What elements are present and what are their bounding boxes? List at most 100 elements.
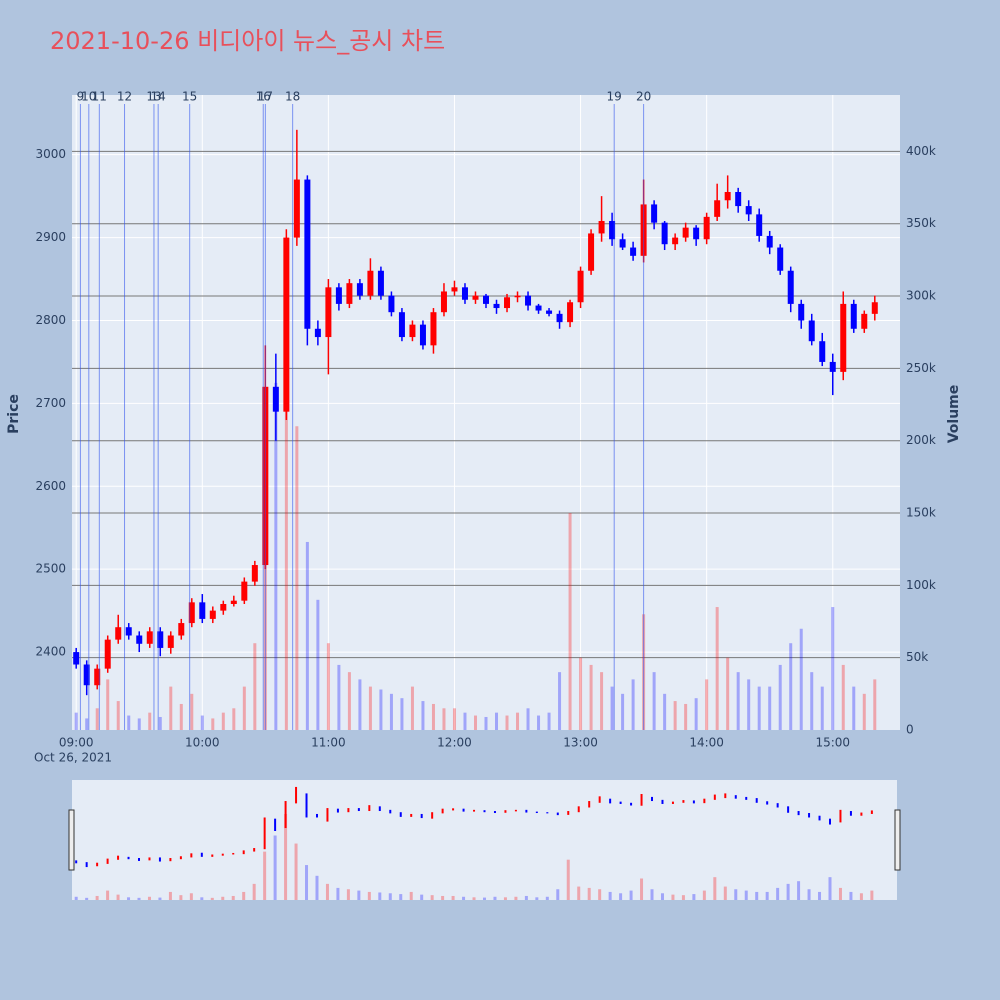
mini-volume-bar — [210, 897, 214, 900]
mini-volume-bar — [441, 895, 445, 900]
y2-tick-label: 0 — [906, 723, 914, 737]
y-tick-label: 2400 — [35, 645, 66, 659]
volume-bar — [232, 708, 236, 730]
volume-bar — [505, 715, 509, 730]
candle-body — [451, 287, 458, 292]
volume-bar — [736, 672, 740, 730]
mini-volume-bar — [828, 877, 832, 900]
mini-volume-bar — [273, 835, 277, 900]
volume-bar — [831, 607, 835, 730]
range-handle[interactable] — [68, 809, 75, 871]
candle-body — [577, 270, 584, 303]
x-tick-label: 11:00 — [311, 736, 346, 750]
candle-body — [283, 237, 290, 412]
mini-volume-bar — [336, 887, 340, 900]
candle-body — [388, 295, 395, 313]
volume-bar — [127, 715, 131, 730]
candle-body — [136, 635, 143, 644]
candle-body — [241, 581, 248, 601]
mini-volume-bar — [409, 891, 413, 900]
mini-volume-bar — [399, 894, 403, 900]
y2-tick-label: 300k — [906, 289, 936, 303]
candle-body — [535, 305, 542, 311]
candle-body — [651, 204, 658, 223]
mini-volume-bar — [503, 897, 507, 900]
mini-volume-bar — [786, 883, 790, 900]
candle-body — [630, 247, 637, 256]
x-tick-label: 13:00 — [563, 736, 598, 750]
candle-body — [514, 295, 521, 298]
range-handle[interactable] — [894, 809, 901, 871]
volume-bar — [705, 679, 709, 730]
volume-bar — [789, 643, 793, 730]
volume-bar — [799, 628, 803, 730]
mini-volume-bar — [535, 897, 539, 900]
mini-volume-bar — [189, 893, 193, 900]
candle-body — [808, 320, 815, 342]
mini-volume-bar — [807, 889, 811, 900]
news-label: 12 — [117, 90, 132, 104]
volume-bar — [85, 718, 89, 730]
candle-body — [840, 303, 847, 372]
volume-bar — [295, 426, 299, 730]
candle-body — [777, 247, 784, 271]
news-label: 17 — [258, 90, 273, 104]
candle-body — [230, 600, 237, 604]
news-label: 9 — [77, 90, 85, 104]
news-label: 10 — [81, 90, 96, 104]
volume-bar — [452, 708, 456, 730]
candle-body — [325, 287, 332, 338]
x-tick-label: 10:00 — [185, 736, 220, 750]
candle-body — [367, 270, 374, 296]
candle-body — [714, 200, 721, 217]
candle-body — [703, 216, 710, 240]
candle-body — [83, 664, 90, 686]
y2-tick-label: 100k — [906, 578, 936, 592]
volume-bar — [621, 693, 625, 730]
candle-body — [430, 312, 437, 346]
x-tick-label: 14:00 — [689, 736, 724, 750]
mini-volume-bar — [493, 896, 497, 900]
candle-body — [272, 386, 279, 412]
mini-volume-bar — [252, 883, 256, 900]
news-label: 15 — [182, 90, 197, 104]
volume-bar — [757, 686, 761, 730]
volume-bar — [379, 689, 383, 730]
mini-volume-bar — [514, 896, 518, 900]
x-tick-label: 12:00 — [437, 736, 472, 750]
y2-tick-label: 400k — [906, 144, 936, 158]
volume-bar — [484, 716, 488, 730]
mini-volume-bar — [137, 897, 141, 900]
volume-bar — [74, 712, 78, 730]
news-label: 13 — [146, 90, 161, 104]
candle-body — [829, 361, 836, 372]
volume-bar — [463, 712, 467, 730]
volume-bar — [747, 679, 751, 730]
candle-body — [756, 214, 763, 236]
candle-body — [346, 283, 353, 304]
mini-volume-bar — [765, 891, 769, 900]
volume-bar — [778, 664, 782, 730]
news-label: 14 — [151, 90, 166, 104]
mini-volume-bar — [221, 896, 225, 900]
volume-bar — [726, 657, 730, 730]
candle-body — [567, 302, 574, 323]
candle-body — [682, 227, 689, 238]
volume-bar — [326, 643, 330, 730]
y-tick-label: 2800 — [35, 313, 66, 327]
candle-body — [209, 610, 216, 619]
mini-volume-bar — [660, 893, 664, 900]
volume-bar — [316, 599, 320, 730]
volume-bar — [652, 672, 656, 730]
candle-body — [546, 310, 553, 314]
volume-bar — [305, 541, 309, 730]
mini-volume-bar — [619, 893, 623, 900]
volume-bar — [684, 703, 688, 730]
mini-volume-bar — [430, 895, 434, 900]
mini-volume-bar — [357, 890, 361, 900]
range-slider[interactable] — [72, 780, 897, 900]
volume-bar — [579, 657, 583, 730]
mini-volume-bar — [587, 887, 591, 900]
candle-body — [398, 312, 405, 338]
candle-body — [440, 291, 447, 313]
